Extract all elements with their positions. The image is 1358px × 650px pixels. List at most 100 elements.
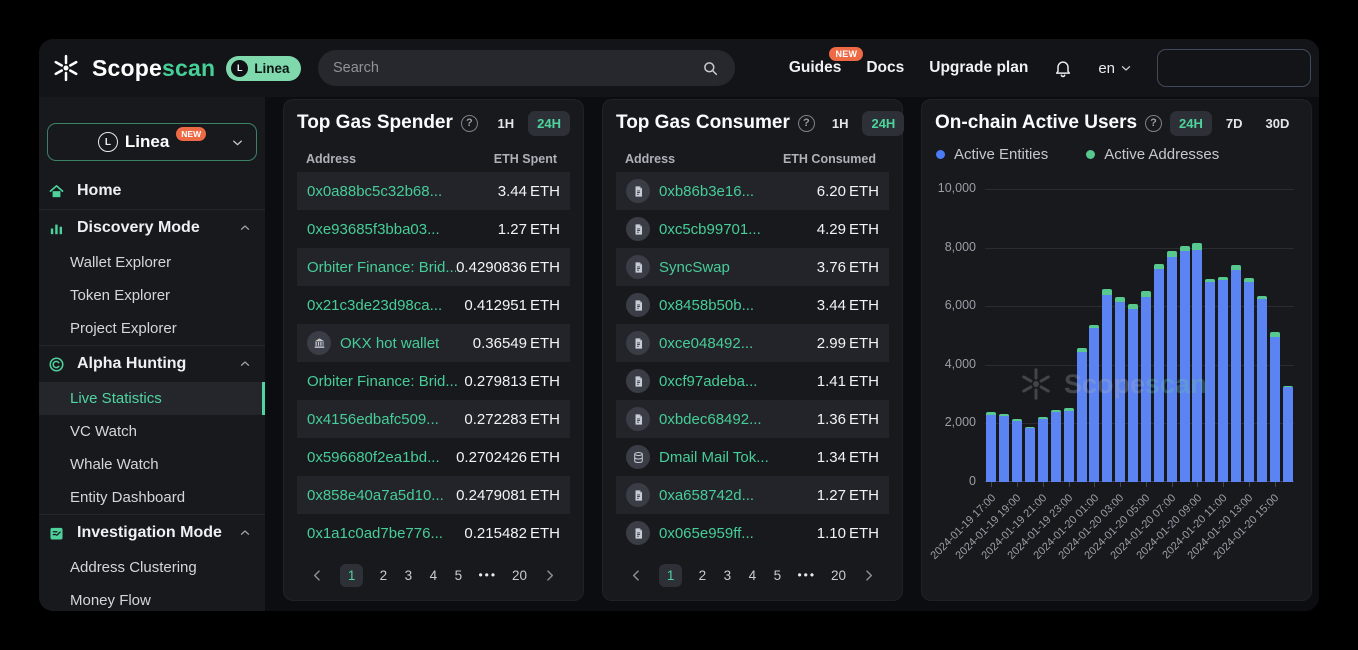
help-icon[interactable]: ? — [460, 114, 478, 132]
wallet-button[interactable] — [1157, 49, 1311, 87]
page-4[interactable]: 4 — [429, 567, 438, 583]
time-toggle-group: 24H 7D 30D — [1170, 110, 1298, 136]
toggle-30d[interactable]: 30D — [1265, 115, 1290, 131]
toggle-24h[interactable]: 24H — [528, 110, 570, 136]
address-link[interactable]: 0xb86b3e16... — [659, 182, 755, 200]
address-link[interactable]: OKX hot wallet — [340, 334, 440, 352]
toggle-24h[interactable]: 24H — [862, 110, 905, 136]
chain-selector[interactable]: L Linea NEW — [47, 123, 257, 161]
address-link[interactable]: 0xe93685f3bba03... — [307, 220, 440, 238]
table-row: 0x0a88bc5c32b68... 3.44 ETH — [297, 172, 570, 210]
nav-docs[interactable]: Docs — [866, 59, 905, 76]
address-link[interactable]: 0xbdec68492... — [659, 410, 762, 428]
language-selector[interactable]: en — [1098, 60, 1132, 77]
sidebar-item-token-explorer[interactable]: Token Explorer — [70, 287, 171, 304]
page-5[interactable]: 5 — [773, 567, 782, 583]
help-icon[interactable]: ? — [797, 114, 815, 132]
chevron-down-icon — [231, 136, 244, 149]
page-1[interactable]: 1 — [339, 563, 364, 587]
toggle-7d[interactable]: 7D — [1225, 115, 1243, 131]
page-3[interactable]: 3 — [404, 567, 413, 583]
address-link[interactable]: 0x065e959ff... — [659, 524, 754, 542]
eth-value: 0.4290836 ETH — [456, 258, 560, 276]
pagination-ellipsis[interactable]: ••• — [478, 568, 498, 582]
search-icon[interactable] — [701, 59, 720, 78]
page-1[interactable]: 1 — [658, 563, 683, 587]
bell-icon[interactable] — [1053, 58, 1073, 78]
scopescan-logo[interactable]: Scopescan L Linea — [39, 51, 301, 85]
toggle-1h[interactable]: 1H — [831, 115, 849, 131]
address-link[interactable]: SyncSwap — [659, 258, 730, 276]
address-link[interactable]: 0x4156edbafc509... — [307, 410, 439, 428]
address-link[interactable]: Dmail Mail Tok... — [659, 448, 769, 466]
bar-entities-segment — [1089, 328, 1100, 482]
sidebar-item-address-clustering[interactable]: Address Clustering — [70, 559, 197, 576]
page-2[interactable]: 2 — [379, 567, 388, 583]
chevron-up-icon — [239, 358, 251, 370]
sidebar-item-project-explorer[interactable]: Project Explorer — [70, 320, 177, 337]
sidebar-item-money-flow[interactable]: Money Flow — [70, 592, 151, 609]
address-link[interactable]: 0xc5cb99701... — [659, 220, 761, 238]
search-bar[interactable] — [318, 50, 735, 86]
sidebar-item-vc-watch[interactable]: VC Watch — [70, 423, 137, 440]
address-link[interactable]: 0xce048492... — [659, 334, 754, 352]
toggle-1h[interactable]: 1H — [497, 115, 515, 131]
sidebar-item-home[interactable]: Home — [39, 173, 265, 209]
prev-page-button[interactable] — [629, 568, 644, 583]
address-link[interactable]: 0x1a1c0ad7be776... — [307, 524, 443, 542]
address-link[interactable]: 0x858e40a7a5d10... — [307, 486, 444, 504]
nav-upgrade-plan[interactable]: Upgrade plan — [929, 59, 1029, 76]
help-icon[interactable]: ? — [1145, 114, 1163, 132]
x-axis-tick — [1274, 482, 1276, 487]
pagination: 1 2 3 4 5 ••• 20 — [603, 550, 902, 600]
page-20[interactable]: 20 — [512, 567, 528, 583]
bank-icon — [307, 331, 331, 355]
next-page-button[interactable] — [861, 568, 876, 583]
address-link[interactable]: 0xa658742d... — [659, 486, 755, 504]
contract-icon — [626, 179, 650, 203]
toggle-24h[interactable]: 24H — [1170, 110, 1212, 136]
legend-active-addresses[interactable]: Active Addresses — [1086, 146, 1219, 163]
sidebar-item-entity-dashboard[interactable]: Entity Dashboard — [70, 489, 186, 506]
eth-value: 1.10 ETH — [816, 524, 879, 542]
page-2[interactable]: 2 — [698, 567, 707, 583]
gridline — [985, 247, 1294, 249]
eth-value: 0.215482 ETH — [464, 524, 560, 542]
bar-2024-01-20-11-00 — [1218, 276, 1229, 482]
legend-active-entities[interactable]: Active Entities — [936, 146, 1048, 163]
bar-2024-01-19-18-00 — [999, 413, 1010, 482]
sidebar-item-wallet-explorer[interactable]: Wallet Explorer — [70, 254, 172, 271]
address-link[interactable]: 0x21c3de23d98ca... — [307, 296, 443, 314]
y-axis-label: 10,000 — [937, 181, 976, 195]
nav-guides[interactable]: Guides NEW — [789, 47, 864, 77]
bar-entities-segment — [1269, 336, 1280, 482]
legend-dot — [936, 150, 945, 159]
sidebar-item-live-statistics[interactable]: Live Statistics — [39, 382, 265, 415]
page-20[interactable]: 20 — [831, 567, 847, 583]
address-link[interactable]: Orbiter Finance: Brid... — [307, 258, 457, 276]
sidebar-item-discovery-mode[interactable]: Discovery Mode — [39, 210, 265, 246]
panel-top-gas-consumer: Top Gas Consumer ? 1H 24H Address ETH Con… — [602, 99, 905, 601]
address-link[interactable]: Orbiter Finance: Brid... — [307, 372, 458, 390]
column-header-address: Address — [625, 152, 676, 166]
address-link[interactable]: 0xcf97adeba... — [659, 372, 758, 390]
prev-page-button[interactable] — [310, 568, 325, 583]
sidebar-item-alpha-hunting[interactable]: Alpha Hunting — [39, 346, 265, 382]
table-row: 0x065e959ff... 1.10 ETH — [616, 514, 889, 552]
sidebar-item-whale-watch[interactable]: Whale Watch — [70, 456, 159, 473]
address-link[interactable]: 0x8458b50b... — [659, 296, 755, 314]
column-header-address: Address — [306, 152, 357, 166]
next-page-button[interactable] — [542, 568, 557, 583]
page-4[interactable]: 4 — [748, 567, 757, 583]
eth-value: 0.2479081 ETH — [456, 486, 560, 504]
chart-plot-area — [985, 189, 1294, 482]
address-link[interactable]: 0x596680f2ea1bd... — [307, 448, 440, 466]
top-navigation: Guides NEW Docs Upgrade plan en — [789, 39, 1311, 97]
page-5[interactable]: 5 — [454, 567, 463, 583]
search-input[interactable] — [333, 60, 701, 76]
bar-entities-segment — [1037, 419, 1048, 482]
page-3[interactable]: 3 — [723, 567, 732, 583]
address-link[interactable]: 0x0a88bc5c32b68... — [307, 182, 443, 200]
pagination-ellipsis[interactable]: ••• — [797, 568, 817, 582]
sidebar-item-investigation-mode[interactable]: Investigation Mode — [39, 515, 265, 551]
